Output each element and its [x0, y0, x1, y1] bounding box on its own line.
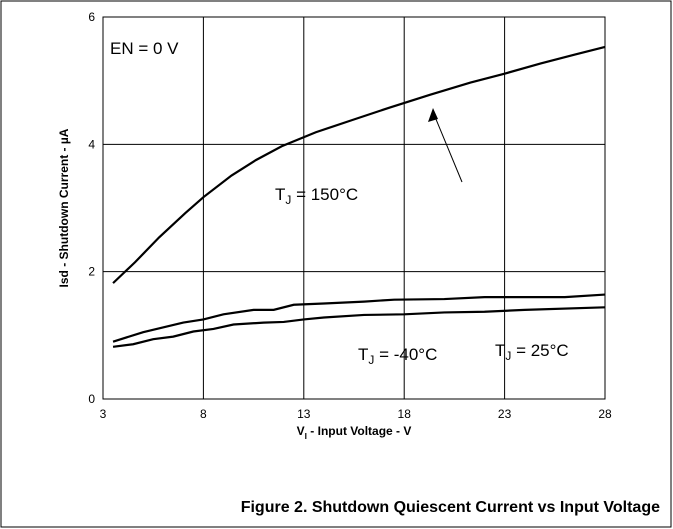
x-tick-label: 8	[200, 407, 207, 421]
caption: Figure 2. Shutdown Quiescent Current vs …	[241, 499, 660, 516]
x-tick-label: 18	[398, 407, 412, 421]
x-axis-label: VI - Input Voltage - V	[297, 424, 412, 441]
x-tick-label: 3	[100, 407, 107, 421]
line	[112, 306, 606, 348]
annotation: EN = 0 V	[110, 39, 179, 58]
plot-border	[102, 16, 606, 400]
series-label: TJ = 150°C	[275, 185, 358, 207]
y-tick-label: 2	[88, 265, 95, 279]
arrow-head	[428, 108, 438, 122]
series-label-base: T	[495, 341, 505, 360]
series-label-sub: J	[285, 193, 291, 207]
series-label-sub: J	[368, 353, 374, 367]
y-axis-label: Isd - Shutdown Current - µA	[57, 128, 71, 287]
x-axis-label-text: - Input Voltage - V	[307, 424, 411, 438]
y-tick-label: 4	[88, 137, 95, 151]
arrow	[432, 111, 463, 183]
series-label: TJ = -40°C	[358, 345, 437, 367]
line	[112, 45, 606, 284]
series-label-base: T	[358, 345, 368, 364]
line	[112, 293, 606, 343]
series-label-text: = -40°C	[374, 345, 437, 364]
series-label: TJ = 25°C	[495, 341, 569, 363]
x-tick-label: 28	[598, 407, 612, 421]
x-axis-label-sub: I	[305, 431, 307, 441]
series-label-sub: J	[505, 349, 511, 363]
y-tick-label: 6	[88, 10, 95, 24]
series-label-base: T	[275, 185, 285, 204]
series-label-text: = 150°C	[291, 185, 358, 204]
x-axis-label-base: V	[297, 424, 305, 438]
x-tick-label: 23	[498, 407, 512, 421]
series-label-text: = 25°C	[511, 341, 568, 360]
x-tick-label: 13	[297, 407, 311, 421]
y-tick-label: 0	[88, 392, 95, 406]
